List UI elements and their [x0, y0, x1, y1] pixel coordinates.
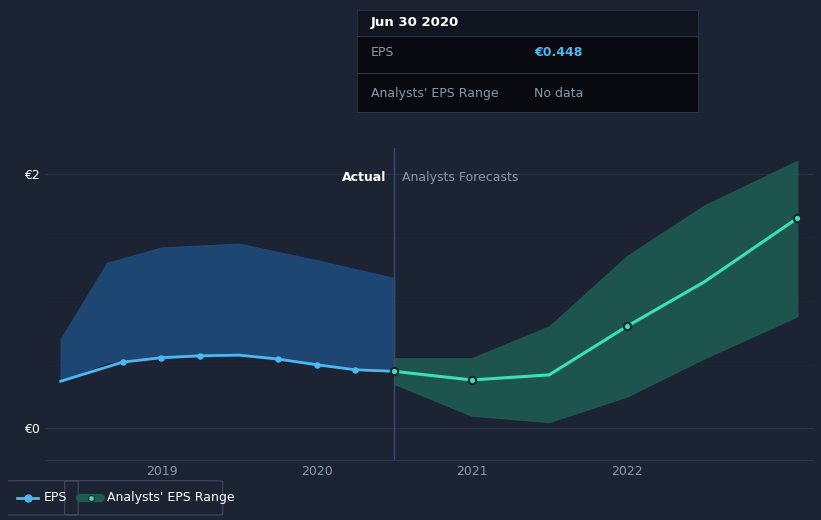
Point: [271, 355, 284, 363]
Point: [310, 360, 323, 369]
Text: Analysts' EPS Range: Analysts' EPS Range: [371, 87, 498, 100]
Point: [194, 352, 207, 360]
Point: [388, 367, 401, 375]
Point: [791, 214, 804, 223]
Text: No data: No data: [534, 87, 584, 100]
Bar: [357, 10, 698, 36]
Point: [85, 494, 98, 502]
Text: Jun 30 2020: Jun 30 2020: [371, 16, 459, 29]
Text: Analysts' EPS Range: Analysts' EPS Range: [107, 491, 234, 504]
Text: Analysts Forecasts: Analysts Forecasts: [401, 171, 518, 184]
Text: Actual: Actual: [342, 171, 387, 184]
Point: [620, 322, 633, 331]
Text: €0.448: €0.448: [534, 46, 583, 59]
Text: EPS: EPS: [44, 491, 67, 504]
Text: EPS: EPS: [371, 46, 394, 59]
Point: [465, 376, 478, 384]
Point: [155, 354, 168, 362]
Point: [21, 494, 34, 502]
Point: [349, 366, 362, 374]
Point: [116, 358, 129, 366]
Point: [388, 367, 401, 375]
